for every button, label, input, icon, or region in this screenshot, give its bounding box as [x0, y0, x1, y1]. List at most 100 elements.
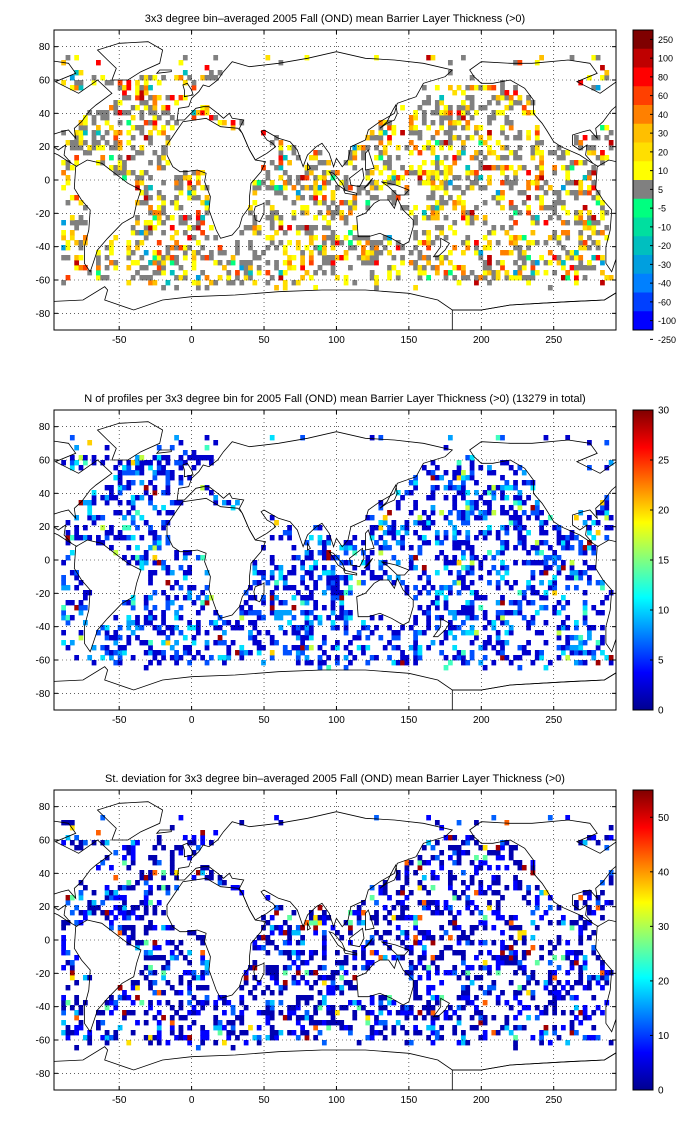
data-cell [239, 280, 245, 286]
data-cell [256, 610, 262, 616]
data-cell [178, 1015, 184, 1021]
data-cell [517, 515, 523, 521]
data-cell [465, 1040, 471, 1046]
data-cell [300, 265, 305, 271]
coastline [343, 189, 358, 196]
data-cell [417, 885, 423, 891]
data-cell [235, 620, 240, 626]
data-cell [143, 85, 149, 91]
data-cell [587, 75, 592, 81]
data-cell [495, 995, 501, 1001]
data-cell [61, 935, 66, 941]
data-cell [495, 850, 501, 856]
data-cell [600, 205, 605, 211]
data-cell [269, 225, 275, 231]
data-cell [426, 1035, 431, 1041]
data-cell [426, 1010, 431, 1016]
data-cell [269, 610, 275, 616]
data-cell [456, 515, 462, 521]
data-cell [174, 435, 179, 441]
data-cell [552, 580, 558, 586]
data-cell [74, 55, 80, 61]
data-cell [165, 980, 171, 986]
data-cell [465, 135, 471, 141]
data-cell [200, 105, 206, 111]
data-cell [104, 115, 110, 121]
data-cell [517, 960, 523, 966]
data-cell [478, 1020, 484, 1026]
data-cell [74, 1045, 80, 1051]
data-cell [243, 975, 249, 981]
data-cell [200, 75, 206, 81]
data-cell [582, 590, 588, 596]
data-cell [474, 855, 479, 861]
data-cell [539, 650, 544, 656]
data-cell [222, 655, 227, 661]
data-cell [278, 615, 284, 621]
data-cell [321, 965, 327, 971]
data-cell [452, 540, 458, 546]
data-cell [395, 915, 401, 921]
data-cell [74, 1030, 80, 1036]
data-cell [143, 665, 149, 671]
data-cell [513, 950, 518, 956]
data-cell [113, 145, 119, 151]
data-cell [465, 210, 471, 216]
data-cell [282, 285, 288, 291]
data-cell [543, 205, 549, 211]
data-cell [461, 140, 466, 146]
data-cell [204, 485, 210, 491]
data-cell [217, 635, 223, 641]
data-cell [156, 240, 162, 246]
data-cell [517, 935, 523, 941]
data-cell [517, 155, 523, 161]
data-cell [600, 260, 605, 266]
data-cell [308, 920, 314, 926]
data-cell [304, 185, 310, 191]
data-cell [87, 110, 93, 116]
data-cell [369, 240, 375, 246]
data-cell [169, 985, 175, 991]
data-cell [226, 280, 232, 286]
data-cell [278, 950, 284, 956]
data-cell [474, 505, 479, 511]
data-cell [321, 605, 327, 611]
data-cell [582, 890, 588, 896]
data-cell [313, 970, 319, 976]
data-cell [308, 625, 314, 631]
data-cell [109, 650, 114, 656]
data-cell [308, 185, 314, 191]
data-cell [552, 995, 558, 1001]
data-cell [365, 1020, 371, 1026]
data-cell [495, 585, 501, 591]
data-cell [96, 1025, 101, 1031]
data-cell [395, 500, 401, 506]
data-cell [87, 1030, 93, 1036]
x-tick-label: 200 [473, 335, 490, 346]
data-cell [326, 985, 332, 991]
data-cell [269, 965, 275, 971]
data-cell [487, 905, 492, 911]
data-cell [517, 655, 523, 661]
y-tick-label: -40 [36, 622, 51, 633]
coastline [182, 462, 194, 478]
data-cell [161, 990, 166, 996]
data-cell [130, 985, 136, 991]
data-cell [313, 1005, 319, 1011]
data-cell [487, 165, 492, 171]
data-cell [487, 240, 492, 246]
data-cell [474, 890, 479, 896]
data-cell [456, 995, 462, 1001]
data-cell [465, 660, 471, 666]
data-cell [291, 210, 297, 216]
data-cell [430, 640, 436, 646]
data-cell [248, 1025, 253, 1031]
data-cell [517, 990, 523, 996]
data-cell [530, 560, 536, 566]
data-cell [500, 620, 505, 626]
data-cell [465, 965, 471, 971]
data-cell [148, 110, 153, 116]
data-cell [195, 625, 201, 631]
data-cell [313, 285, 319, 291]
data-cell [582, 160, 588, 166]
